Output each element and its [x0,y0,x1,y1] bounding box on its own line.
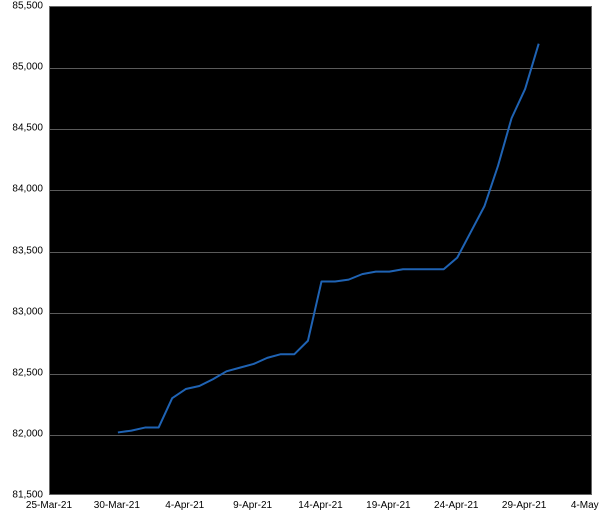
x-axis-label: 19-Apr-21 [366,500,410,511]
y-axis-label: 83,500 [0,245,43,256]
y-axis-label: 85,500 [0,1,43,12]
x-axis-label: 14-Apr-21 [298,500,342,511]
x-axis-label: 24-Apr-21 [434,500,478,511]
y-axis-label: 83,000 [0,306,43,317]
x-axis-label: 4-Apr-21 [165,500,204,511]
data-line [118,44,539,433]
y-axis-label: 81,500 [0,490,43,501]
x-axis-label: 4-May-21 [571,500,599,511]
plot-area [49,6,592,495]
y-axis-label: 85,000 [0,62,43,73]
y-axis-label: 84,000 [0,184,43,195]
x-axis-label: 29-Apr-21 [502,500,546,511]
line-chart: 81,500 82,000 82,500 83,000 83,500 84,000 84,5… [0,0,599,517]
y-axis-label: 82,500 [0,367,43,378]
x-axis-label: 9-Apr-21 [233,500,272,511]
series-svg [50,7,592,495]
y-axis-label: 84,500 [0,123,43,134]
y-axis-label: 82,000 [0,428,43,439]
x-axis-label: 25-Mar-21 [26,500,72,511]
x-axis-label: 30-Mar-21 [94,500,140,511]
